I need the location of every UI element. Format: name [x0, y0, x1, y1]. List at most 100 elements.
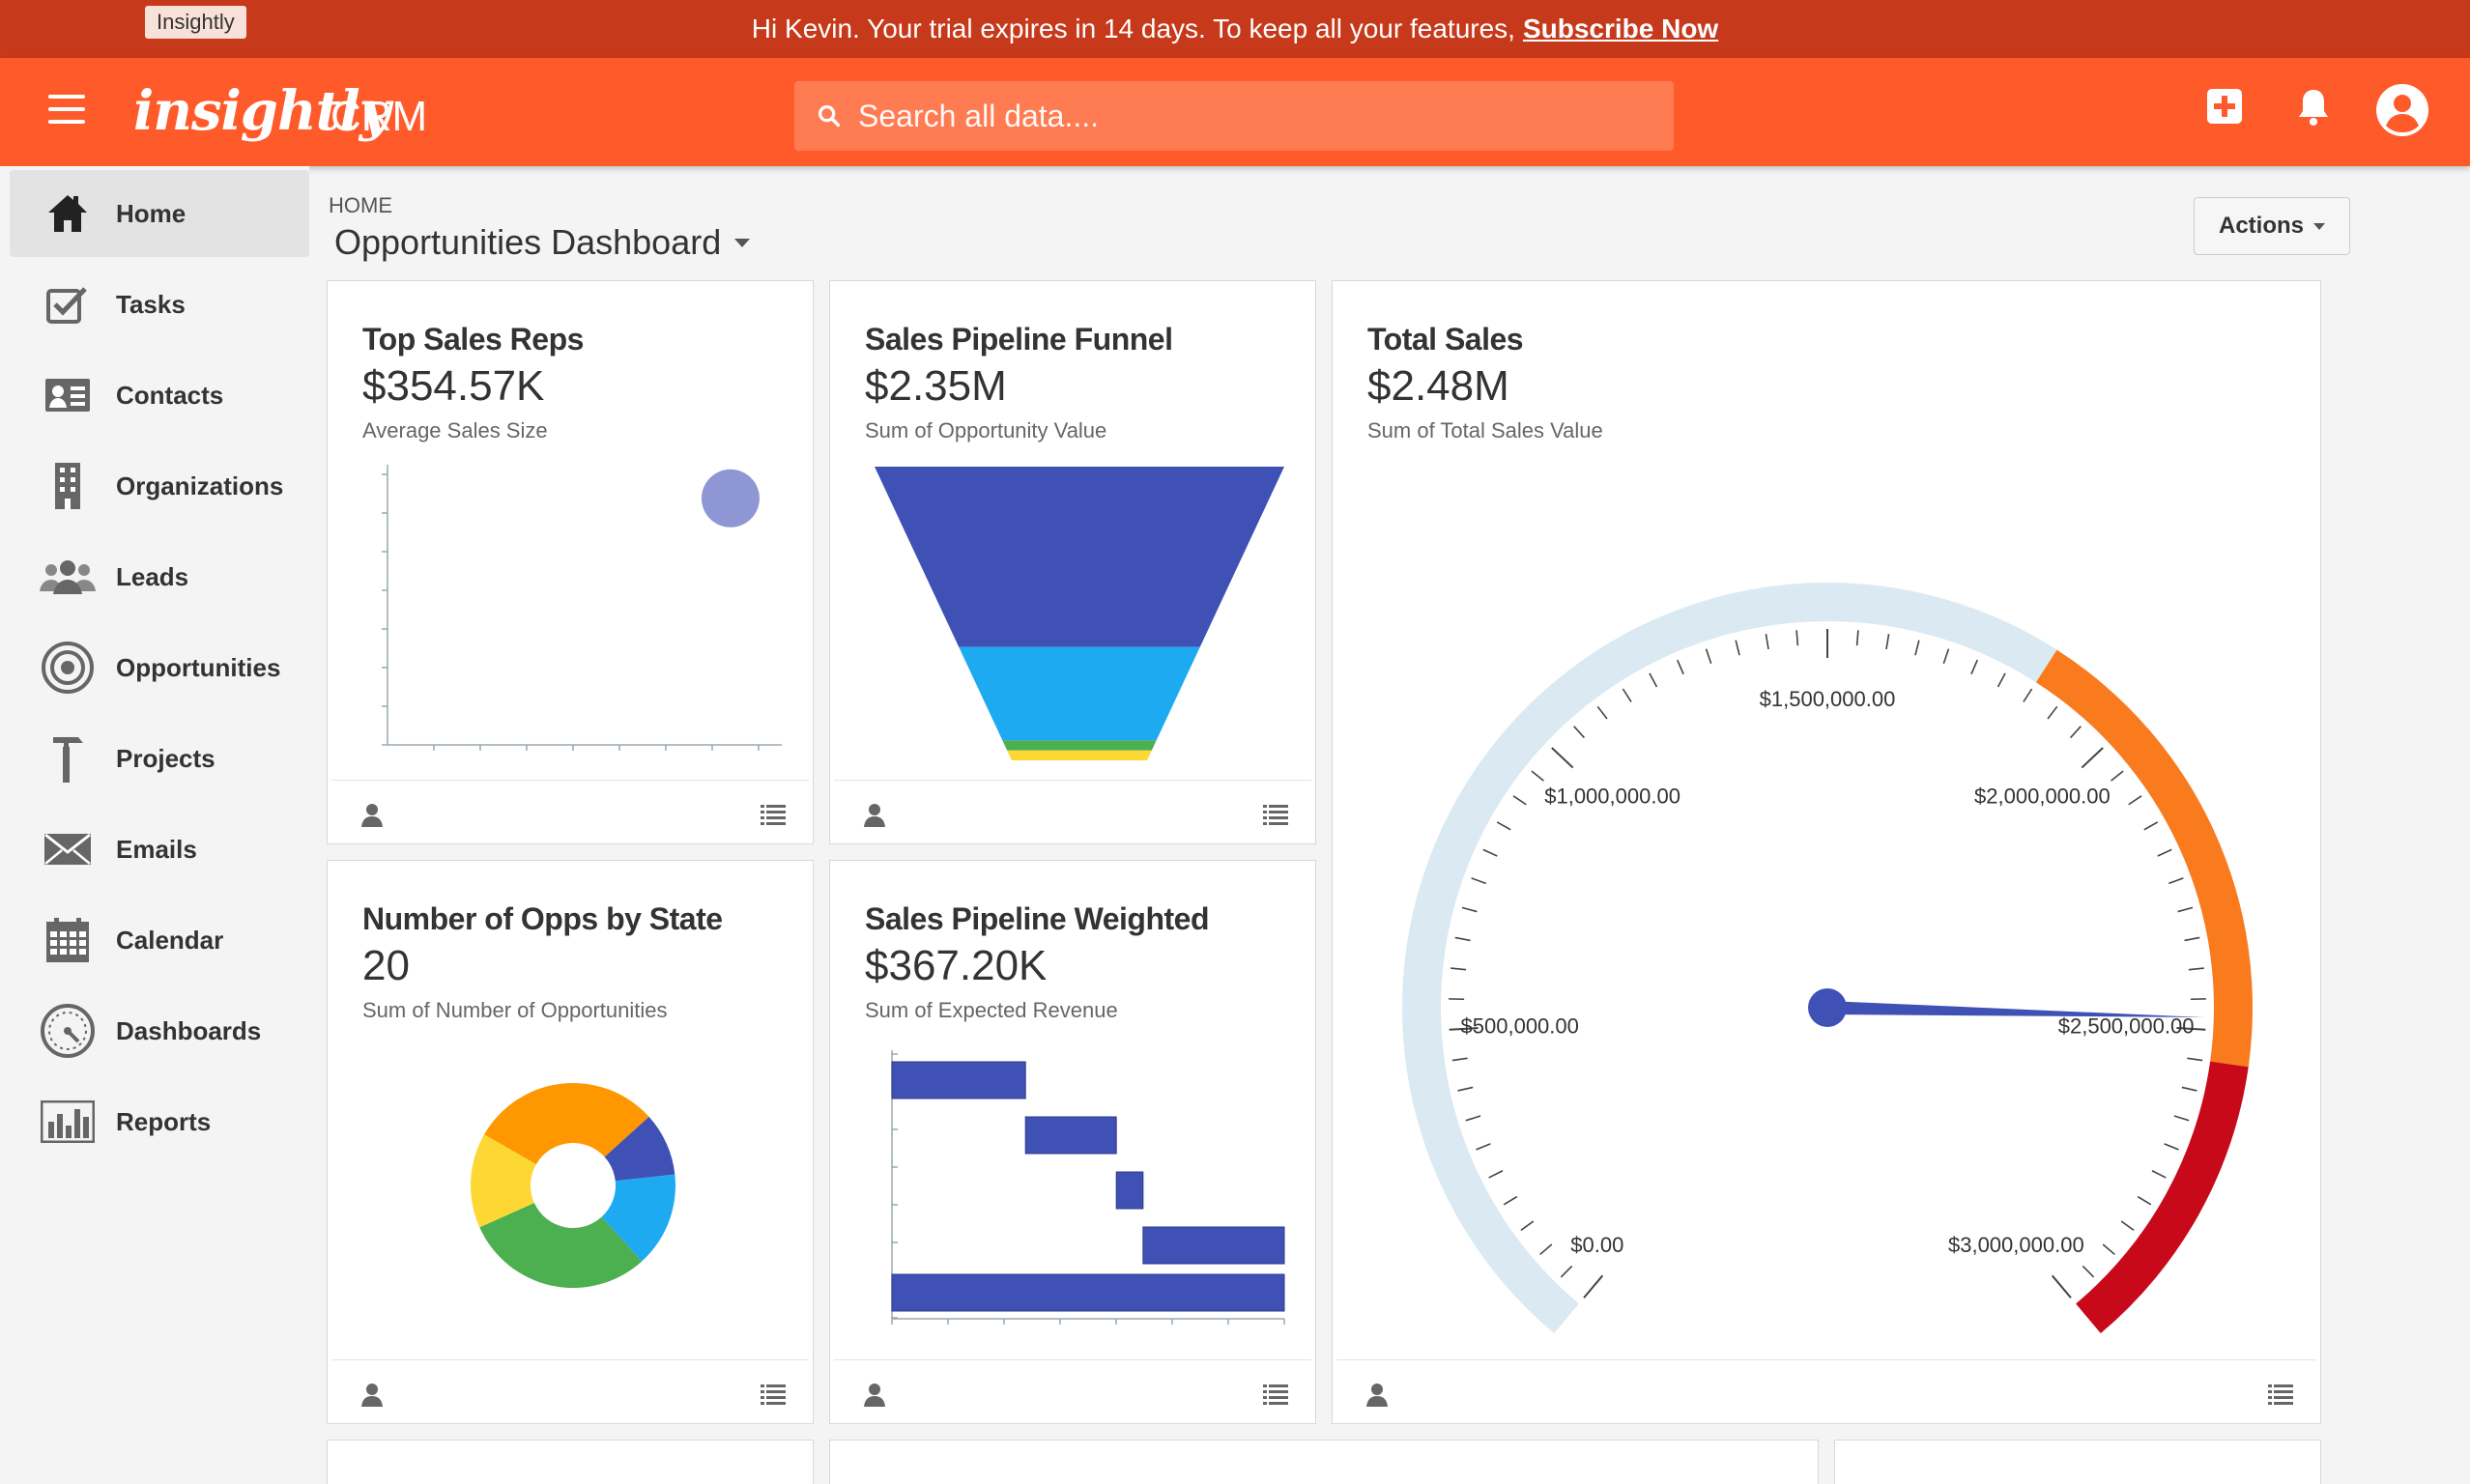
sidebar-item-reports[interactable]: Reports: [10, 1078, 309, 1165]
gauge-tick: [1942, 648, 1950, 665]
card-sales-pipeline-funnel[interactable]: Sales Pipeline Funnel $2.35M Sum of Oppo…: [829, 280, 1316, 844]
dashboard-selector[interactable]: Opportunities Dashboard: [334, 222, 751, 263]
card-total-sales[interactable]: Total Sales $2.48M Sum of Total Sales Va…: [1332, 280, 2321, 1424]
waterfall-step-bar[interactable]: [1024, 1116, 1117, 1155]
gauge-tick: [2051, 1274, 2072, 1298]
card-opps-by-state[interactable]: Number of Opps by State 20 Sum of Number…: [327, 860, 814, 1424]
breadcrumb[interactable]: HOME: [329, 193, 392, 217]
insightly-logo[interactable]: insightly: [133, 79, 390, 143]
waterfall-total-bar[interactable]: [891, 1273, 1285, 1312]
gauge-band: [2076, 1061, 2249, 1334]
card-sales-pipeline-weighted[interactable]: Sales Pipeline Weighted $367.20K Sum of …: [829, 860, 1316, 1424]
owner-icon[interactable]: [1365, 1382, 1389, 1407]
gauge-tick: [2023, 688, 2033, 702]
bell-icon[interactable]: [2294, 87, 2333, 128]
donut-slice[interactable]: [471, 1134, 536, 1228]
funnel-stage[interactable]: [959, 646, 1200, 741]
list-view-icon[interactable]: [761, 804, 786, 825]
gauge-tick: [1496, 821, 1511, 831]
gauge-tick-label: $2,000,000.00: [1974, 784, 2111, 808]
gauge-tick: [1520, 1220, 1535, 1232]
gauge-tick: [1539, 1243, 1553, 1256]
card-partial[interactable]: [1834, 1440, 2321, 1484]
add-icon[interactable]: [2205, 87, 2244, 126]
sidebar-item-projects[interactable]: Projects: [10, 715, 309, 802]
reports-icon: [41, 1100, 95, 1143]
gauge-tick: [1465, 1115, 1481, 1122]
leads-icon: [40, 560, 96, 594]
gauge-tick: [2111, 770, 2124, 782]
sidebar-item-label: Reports: [116, 1106, 212, 1136]
gauge-tick: [1476, 1143, 1491, 1151]
sidebar-item-calendar[interactable]: Calendar: [10, 897, 309, 984]
sidebar-item-leads[interactable]: Leads: [10, 533, 309, 620]
waterfall-step-bar[interactable]: [891, 1061, 1026, 1099]
gauge-tick: [2120, 1220, 2135, 1232]
gauge-tick-label: $0.00: [1570, 1233, 1623, 1257]
gauge-tick: [1461, 906, 1478, 913]
funnel-stage[interactable]: [1007, 750, 1152, 760]
scatter-point[interactable]: [701, 469, 760, 528]
gauge-tick: [2069, 726, 2082, 739]
user-avatar-icon[interactable]: [2375, 83, 2429, 137]
gauge-tick: [2157, 848, 2172, 857]
donut-slice[interactable]: [484, 1083, 649, 1165]
waterfall-step-bar[interactable]: [1115, 1171, 1144, 1210]
sidebar-item-contacts[interactable]: Contacts: [10, 352, 309, 439]
gauge-tick: [1560, 1265, 1573, 1278]
search-bar[interactable]: [794, 81, 1674, 151]
donut-slice[interactable]: [601, 1174, 675, 1262]
owner-icon[interactable]: [360, 1382, 384, 1407]
donut-slice[interactable]: [604, 1116, 675, 1182]
gauge-tick: [2047, 705, 2058, 720]
card-partial[interactable]: [829, 1440, 1819, 1484]
owner-icon[interactable]: [360, 802, 384, 827]
list-view-icon[interactable]: [2268, 1384, 2293, 1405]
actions-label: Actions: [2218, 213, 2304, 239]
card-top-sales-reps[interactable]: Top Sales Reps $354.57K Average Sales Si…: [327, 280, 814, 844]
waterfall-step-bar[interactable]: [1142, 1226, 1285, 1265]
sidebar-item-label: Emails: [116, 834, 197, 864]
sidebar: Home Tasks Contacts Organizations Leads …: [0, 166, 309, 1484]
card-footer: [331, 1359, 809, 1423]
sidebar-item-emails[interactable]: Emails: [10, 806, 309, 893]
sidebar-item-home[interactable]: Home: [10, 170, 309, 257]
card-title: Total Sales: [1367, 322, 1524, 357]
sidebar-item-organizations[interactable]: Organizations: [10, 442, 309, 529]
sidebar-item-tasks[interactable]: Tasks: [10, 261, 309, 348]
sidebar-item-label: Organizations: [116, 471, 284, 500]
list-view-icon[interactable]: [761, 1384, 786, 1405]
sidebar-item-opportunities[interactable]: Opportunities: [10, 624, 309, 711]
gauge-tick: [1451, 1057, 1468, 1062]
gauge-tick: [1488, 1170, 1504, 1179]
gauge-tick: [1885, 634, 1890, 650]
gauge-tick: [1855, 630, 1859, 646]
menu-icon[interactable]: [48, 95, 85, 124]
subscribe-now-link[interactable]: Subscribe Now: [1522, 14, 1719, 43]
sidebar-item-dashboards[interactable]: Dashboards: [10, 987, 309, 1074]
gauge-tick: [1482, 848, 1498, 857]
gauge-tick: [2173, 1115, 2190, 1122]
owner-icon[interactable]: [863, 802, 886, 827]
sidebar-item-label: Contacts: [116, 380, 224, 410]
card-value: $2.35M: [865, 362, 1007, 410]
funnel-stage[interactable]: [875, 467, 1284, 647]
card-footer: [1336, 1359, 2316, 1423]
search-icon: [819, 105, 841, 128]
funnel-stage[interactable]: [1002, 740, 1157, 751]
gauge-tick: [1970, 659, 1978, 675]
actions-button[interactable]: Actions: [2194, 197, 2350, 255]
gauge-tick: [1795, 630, 1799, 646]
list-view-icon[interactable]: [1263, 1384, 1288, 1405]
gauge-needle: [1826, 1001, 2204, 1017]
donut-slice[interactable]: [479, 1203, 643, 1288]
search-input[interactable]: [858, 98, 1651, 134]
hammer-icon: [53, 737, 83, 783]
gauge-tick: [2137, 1195, 2152, 1206]
card-subtitle: Sum of Total Sales Value: [1367, 418, 1603, 442]
owner-icon[interactable]: [863, 1382, 886, 1407]
gauge-tick: [1573, 726, 1586, 739]
card-partial[interactable]: [327, 1440, 814, 1484]
sidebar-item-label: Calendar: [116, 925, 224, 955]
list-view-icon[interactable]: [1263, 804, 1288, 825]
